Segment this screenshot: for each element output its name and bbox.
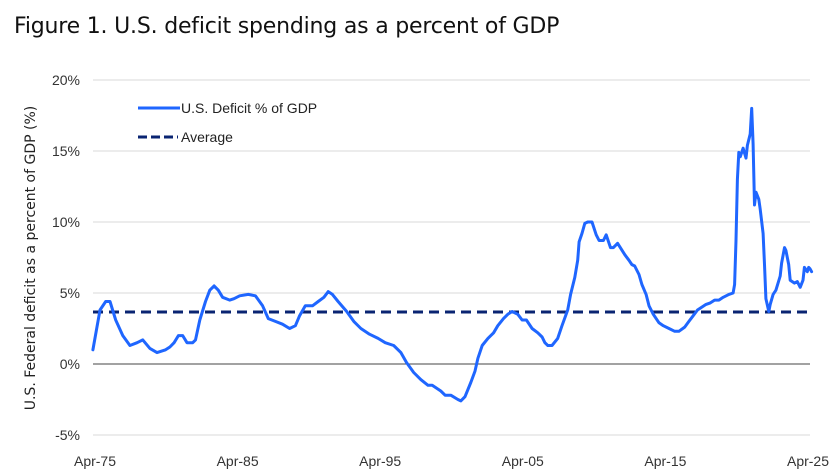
x-tick-label: Apr-15 [644,453,686,469]
x-tick-labels: Apr-75 Apr-85 Apr-95 Apr-05 Apr-15 Apr-25 [74,453,829,469]
y-tick-label: 0% [60,356,80,372]
y-tick-labels: -5% 0% 5% 10% 15% 20% [52,72,80,443]
chart-title: Figure 1. U.S. deficit spending as a per… [14,14,560,39]
y-axis-label: U.S. Federal deficit as a percent of GDP… [23,106,39,411]
y-tick-label: 5% [60,285,80,301]
x-tick-label: Apr-95 [359,453,401,469]
series-group [91,106,814,403]
deficit-line [91,106,814,403]
y-tick-label: 20% [52,72,80,88]
y-tick-label: -5% [55,427,80,443]
gridlines [93,79,810,436]
y-tick-label: 10% [52,214,80,230]
x-tick-label: Apr-05 [502,453,544,469]
y-tick-label: 15% [52,143,80,159]
x-tick-label: Apr-25 [787,453,829,469]
legend: U.S. Deficit % of GDP Average [138,100,317,145]
legend-label-deficit: U.S. Deficit % of GDP [181,100,317,116]
x-tick-label: Apr-85 [217,453,259,469]
x-tick-label: Apr-75 [74,453,116,469]
legend-label-average: Average [181,129,233,145]
